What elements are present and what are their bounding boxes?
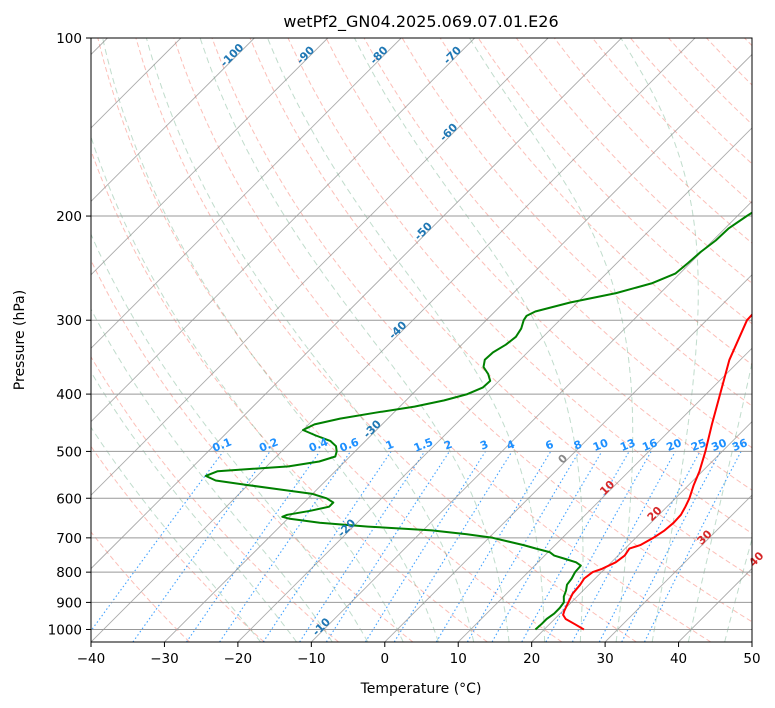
isotherm-line bbox=[91, 38, 255, 202]
isotherm-line bbox=[91, 38, 402, 349]
y-axis-label: Pressure (hPa) bbox=[12, 290, 28, 390]
dry-adiabat bbox=[91, 355, 339, 642]
x-tick-label: −30 bbox=[150, 651, 179, 667]
isotherm-line bbox=[91, 38, 622, 570]
moist-adiabat bbox=[91, 233, 369, 642]
moist-adiabat bbox=[267, 38, 546, 642]
mixing-ratio-label: 8 bbox=[572, 438, 584, 453]
dry-adiabat bbox=[173, 38, 712, 642]
mixing-ratio-line bbox=[545, 451, 652, 642]
dry-adiabat bbox=[325, 38, 752, 491]
mixing-ratio-label: 1 bbox=[384, 438, 396, 453]
reference-lines bbox=[91, 38, 752, 642]
x-tick-label: −20 bbox=[224, 651, 253, 667]
isotherm-line bbox=[531, 421, 752, 642]
y-tick-label: 600 bbox=[56, 491, 82, 507]
y-tick-label: 400 bbox=[56, 387, 82, 403]
y-tick-label: 300 bbox=[56, 313, 82, 329]
moist-adiabat bbox=[687, 360, 752, 642]
x-tick-label: 50 bbox=[743, 651, 760, 667]
y-tick-label: 1000 bbox=[48, 622, 82, 638]
moist-adiabat bbox=[145, 38, 475, 642]
dewpoint-profile-line bbox=[204, 211, 752, 631]
dry-adiabat bbox=[91, 445, 265, 642]
dry-adiabat bbox=[211, 38, 752, 623]
y-tick-label: 100 bbox=[56, 31, 82, 47]
isotherm-line bbox=[91, 38, 696, 642]
x-tick-label: 30 bbox=[597, 651, 614, 667]
moist-adiabat bbox=[102, 38, 439, 642]
moist-adiabat bbox=[724, 537, 752, 642]
y-tick-label: 800 bbox=[56, 565, 82, 581]
isotherm-line bbox=[91, 38, 475, 423]
mixing-ratio-line bbox=[219, 451, 352, 642]
mixing-ratio-line bbox=[393, 451, 513, 642]
isotherm-line bbox=[457, 347, 752, 642]
y-tick-label: 700 bbox=[56, 531, 82, 547]
plot-background bbox=[91, 38, 752, 642]
moist-adiabat bbox=[91, 426, 262, 642]
mixing-ratio-label: 10 bbox=[591, 436, 610, 454]
moist-adiabat bbox=[91, 135, 404, 642]
dry-adiabat bbox=[477, 38, 752, 325]
mixing-ratio-label: 30 bbox=[710, 436, 729, 454]
x-tick-label: −10 bbox=[297, 651, 326, 667]
x-tick-label: 40 bbox=[670, 651, 687, 667]
mixing-ratio-label: 25 bbox=[689, 436, 708, 454]
mixing-ratio-line bbox=[521, 451, 630, 642]
y-tick-label: 200 bbox=[56, 209, 82, 225]
plot-frame bbox=[90, 37, 753, 643]
moist-adiabat bbox=[91, 308, 333, 642]
x-tick-label: −40 bbox=[77, 651, 106, 667]
moist-adiabat bbox=[199, 38, 510, 642]
x-tick-label: 20 bbox=[523, 651, 540, 667]
isotherm-line bbox=[384, 274, 752, 642]
isotherm-line bbox=[311, 200, 752, 642]
temperature-profile-line bbox=[562, 313, 752, 631]
x-tick-label: 10 bbox=[450, 651, 467, 667]
mixing-ratio-line bbox=[262, 451, 392, 642]
chart-title: wetPf2_GN04.2025.069.07.01.E26 bbox=[283, 12, 558, 32]
gridlines bbox=[91, 38, 752, 642]
mixing-ratio-label: 20 bbox=[664, 436, 683, 454]
mixing-ratio-line bbox=[299, 451, 426, 642]
dry-adiabat bbox=[515, 38, 752, 284]
mixing-ratio-line bbox=[644, 451, 742, 642]
dry-adiabat bbox=[91, 531, 190, 642]
dry-adiabat bbox=[401, 38, 752, 407]
mixing-ratio-line bbox=[186, 451, 321, 642]
mixing-ratio-label: 13 bbox=[618, 436, 637, 454]
mixing-ratio-label: 36 bbox=[730, 436, 749, 454]
mixing-ratio-line bbox=[91, 451, 224, 632]
mixing-ratio-label: 3 bbox=[478, 438, 490, 453]
isotherm-line bbox=[237, 127, 752, 642]
dry-adiabat bbox=[97, 38, 563, 642]
mixing-ratio-label: 16 bbox=[640, 436, 659, 454]
y-tick-label: 500 bbox=[56, 444, 82, 460]
isotherm-line bbox=[604, 494, 752, 642]
isotherm-line bbox=[91, 38, 329, 276]
dry-adiabat bbox=[249, 38, 752, 578]
isotherm-line bbox=[164, 53, 752, 642]
dry-adiabat bbox=[91, 149, 488, 642]
isotherm-line bbox=[91, 38, 549, 496]
x-tick-label: 0 bbox=[380, 651, 389, 667]
mixing-ratio-line bbox=[325, 451, 450, 642]
moist-adiabat bbox=[91, 371, 297, 642]
profile-series bbox=[204, 211, 752, 631]
axis-ticks: −40 −30 −20 −10 0 10 20 30 40 50 100 200 300 400 500 60… bbox=[48, 31, 761, 667]
moist-adiabat bbox=[620, 38, 699, 642]
x-axis-label: Temperature (°C) bbox=[360, 681, 482, 697]
moist-adiabat bbox=[354, 38, 584, 642]
y-tick-label: 900 bbox=[56, 595, 82, 611]
dry-adiabat bbox=[135, 38, 637, 642]
mixing-ratio-label: 2 bbox=[442, 438, 454, 453]
